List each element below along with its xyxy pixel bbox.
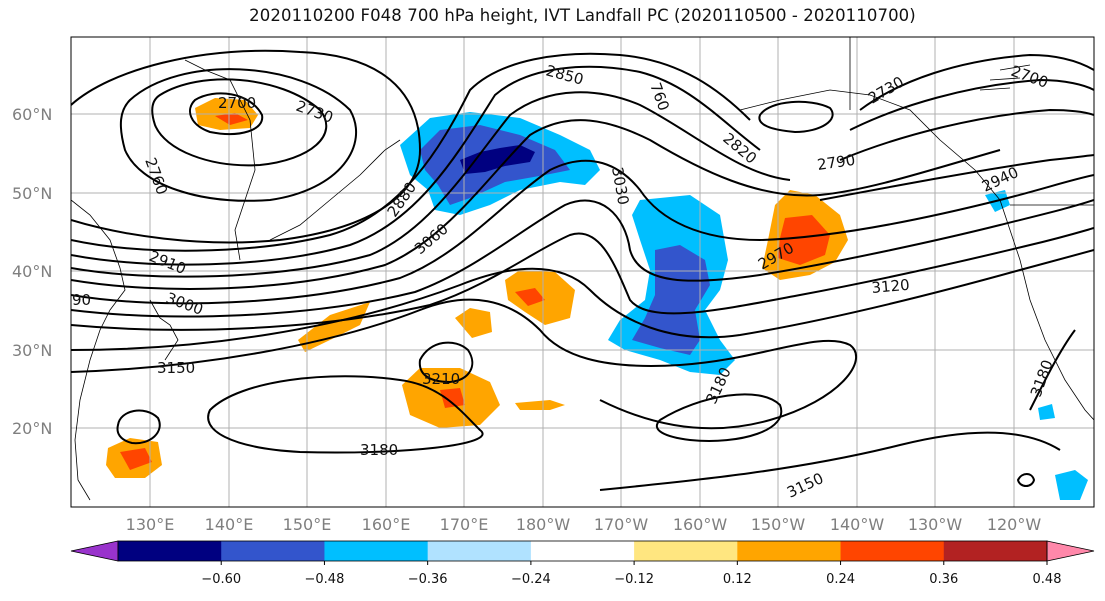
coast-na-west [999, 199, 1094, 421]
ivt-positive-east-core [778, 215, 830, 265]
colorbar-tick-label: −0.36 [408, 572, 448, 587]
lon-label: 160°E [362, 515, 411, 534]
contour-2730-nw [151, 78, 328, 167]
longitude-labels: 130°E 140°E 150°E 160°E 170°E 180°W 170°… [126, 515, 1042, 534]
colorbar-tick-label: −0.24 [511, 572, 551, 587]
ivt-negative-dark-north [460, 145, 535, 174]
contour-3180-east [655, 393, 783, 442]
colorbar-tick-label: 0.48 [1033, 572, 1062, 587]
ivt-positive-subtrop-5 [515, 400, 565, 410]
lat-label: 30°N [12, 341, 52, 360]
map-title: 2020110200 F048 700 hPa height, IVT Land… [249, 6, 916, 25]
coast-islands-nw [979, 64, 1031, 91]
contour-2790-ne [839, 108, 1094, 161]
map-frame [70, 36, 1095, 508]
contour-2940-ne [819, 154, 1094, 201]
colorbar-box [840, 541, 945, 561]
contour-2730-ne [859, 53, 1094, 111]
contour-3210 [418, 341, 474, 384]
lon-label: 170°E [440, 515, 489, 534]
ivt-negative-se [1055, 470, 1088, 500]
contour-3120 [71, 249, 1094, 351]
coast-alaska [739, 89, 1001, 201]
lon-label: 150°W [751, 515, 806, 534]
lat-label: 40°N [12, 262, 52, 281]
colorbar-box [634, 541, 738, 561]
lon-label: 120°W [987, 515, 1042, 534]
contour-3180-coast [1029, 329, 1076, 411]
contour-label: 3150 [157, 359, 195, 377]
contour-3180-s [207, 375, 484, 454]
colorbar-box [324, 541, 429, 561]
lon-label: 130°E [126, 515, 175, 534]
colorbar-box [118, 541, 222, 561]
contour-label: 3180 [360, 441, 398, 459]
contour-2910 [71, 119, 1001, 290]
colorbar-box [427, 541, 532, 561]
colorbar-tick-label: 0.24 [826, 572, 855, 587]
contour-2700-nw [189, 92, 264, 136]
lon-label: 160°W [673, 515, 728, 534]
contour-low-20n [116, 409, 161, 445]
contour-label: 2790 [816, 151, 856, 174]
ivt-positive-sw-core [120, 448, 152, 470]
contour-3000 [71, 159, 1094, 305]
contour-2880 [71, 91, 791, 278]
contour-2760-nw [119, 68, 357, 202]
ivt-positive-nw-core [215, 113, 248, 125]
colorbar-extend-low [70, 540, 119, 562]
colorbar-box [530, 541, 635, 561]
ivt-shading [106, 98, 1088, 500]
colorbar-box [943, 541, 1048, 561]
colorbar-tick-label: −0.48 [305, 572, 345, 587]
contour-2820 [71, 52, 751, 252]
contour-3150-se [599, 431, 1061, 491]
colorbar-extend-high [1046, 540, 1095, 562]
coast-aleutians [269, 139, 401, 241]
contour-label: 3210 [422, 370, 460, 388]
lon-label: 140°E [205, 515, 254, 534]
latitude-labels: 60°N 50°N 40°N 30°N 20°N [12, 105, 52, 438]
lon-label: 150°E [283, 515, 332, 534]
coast-kamchatka [184, 59, 256, 261]
coast-asia [71, 199, 126, 501]
lon-label: 180°W [516, 515, 571, 534]
colorbar: −0.60 −0.48 −0.36 −0.24 −0.12 0.12 0.24 0.36 0.4… [70, 540, 1095, 587]
ivt-positive-subtrop-4 [298, 302, 370, 352]
ivt-negative-se2 [1038, 404, 1055, 420]
contour-2790 [71, 49, 422, 244]
colorbar-frame [117, 540, 1048, 562]
colorbar-tick-label: −0.60 [201, 572, 241, 587]
lat-label: 50°N [12, 184, 52, 203]
contour-ne-low [758, 100, 834, 134]
contour-2760-ne [849, 78, 1094, 131]
contour-3030 [71, 199, 1094, 318]
contour-label: 3120 [871, 276, 911, 297]
colorbar-tick-label: −0.12 [614, 572, 654, 587]
contour-label: 2700 [218, 94, 256, 112]
lon-label: 170°W [594, 515, 649, 534]
contour-label: 90 [72, 291, 91, 309]
contour-2850 [71, 65, 761, 266]
lon-label: 130°W [908, 515, 963, 534]
contour-small-se [1016, 473, 1036, 487]
colorbar-box [221, 541, 325, 561]
ivt-positive-subtrop-3-core [440, 388, 465, 408]
lat-label: 60°N [12, 105, 52, 124]
contour-3150 [71, 298, 857, 430]
colorbar-tick-label: 0.36 [929, 572, 958, 587]
ivt-positive-subtrop-1-core [515, 288, 545, 306]
lat-label: 20°N [12, 419, 52, 438]
colorbar-tick-label: 0.12 [723, 572, 752, 587]
height-contours [71, 49, 1094, 491]
colorbar-box [737, 541, 842, 561]
lon-label: 140°W [830, 515, 885, 534]
